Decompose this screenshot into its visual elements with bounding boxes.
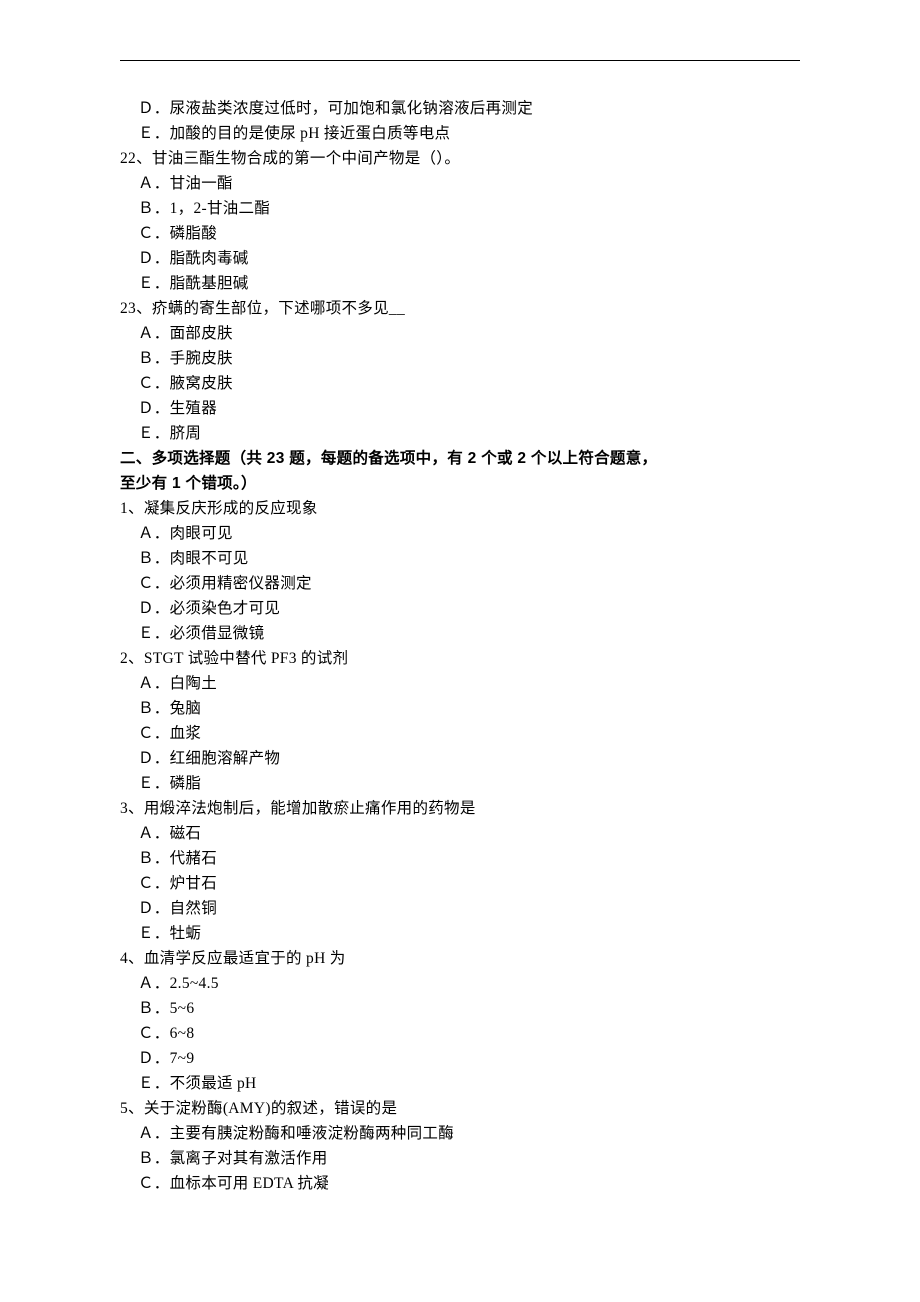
m3-option-d: Ｄ．自然铜 [120, 896, 800, 921]
m1-option-a: Ａ．肉眼可见 [120, 521, 800, 546]
m5-option-a: Ａ．主要有胰淀粉酶和唾液淀粉酶两种同工酶 [120, 1121, 800, 1146]
m2-option-c: Ｃ．血浆 [120, 721, 800, 746]
section2-heading-line2: 至少有 1 个错项。） [120, 471, 800, 496]
m5-option-b: Ｂ．氯离子对其有激活作用 [120, 1146, 800, 1171]
q21-option-e: Ｅ．加酸的目的是使尿 pH 接近蛋白质等电点 [120, 121, 800, 146]
m3-option-c: Ｃ．炉甘石 [120, 871, 800, 896]
section2-heading-line1: 二、多项选择题（共 23 题，每题的备选项中，有 2 个或 2 个以上符合题意， [120, 446, 800, 471]
q23-option-a: Ａ．面部皮肤 [120, 321, 800, 346]
m1-stem: 1、凝集反庆形成的反应现象 [120, 496, 800, 521]
m3-stem: 3、用煅淬法炮制后，能增加散瘀止痛作用的药物是 [120, 796, 800, 821]
m2-option-d: Ｄ．红细胞溶解产物 [120, 746, 800, 771]
header-divider [120, 60, 800, 61]
m4-option-a: Ａ．2.5~4.5 [120, 971, 800, 996]
q21-option-d: Ｄ．尿液盐类浓度过低时，可加饱和氯化钠溶液后再测定 [120, 96, 800, 121]
q22-option-d: Ｄ．脂酰肉毒碱 [120, 246, 800, 271]
m3-option-b: Ｂ．代赭石 [120, 846, 800, 871]
m1-option-d: Ｄ．必须染色才可见 [120, 596, 800, 621]
m2-stem: 2、STGT 试验中替代 PF3 的试剂 [120, 646, 800, 671]
q23-option-e: Ｅ．脐周 [120, 421, 800, 446]
q23-option-d: Ｄ．生殖器 [120, 396, 800, 421]
q22-option-c: Ｃ．磷脂酸 [120, 221, 800, 246]
q22-option-e: Ｅ．脂酰基胆碱 [120, 271, 800, 296]
m4-option-c: Ｃ．6~8 [120, 1021, 800, 1046]
q22-option-b: Ｂ．1，2-甘油二酯 [120, 196, 800, 221]
m4-option-d: Ｄ．7~9 [120, 1046, 800, 1071]
m2-option-a: Ａ．白陶土 [120, 671, 800, 696]
q23-option-c: Ｃ．腋窝皮肤 [120, 371, 800, 396]
document-page: Ｄ．尿液盐类浓度过低时，可加饱和氯化钠溶液后再测定 Ｅ．加酸的目的是使尿 pH … [0, 0, 920, 1236]
m4-option-b: Ｂ．5~6 [120, 996, 800, 1021]
q23-stem: 23、疥螨的寄生部位，下述哪项不多见__ [120, 296, 800, 321]
q22-option-a: Ａ．甘油一酯 [120, 171, 800, 196]
q23-option-b: Ｂ．手腕皮肤 [120, 346, 800, 371]
m1-option-c: Ｃ．必须用精密仪器测定 [120, 571, 800, 596]
m4-option-e: Ｅ．不须最适 pH [120, 1071, 800, 1096]
q22-stem: 22、甘油三酯生物合成的第一个中间产物是（）。 [120, 146, 800, 171]
m1-option-b: Ｂ．肉眼不可见 [120, 546, 800, 571]
m5-option-c: Ｃ．血标本可用 EDTA 抗凝 [120, 1171, 800, 1196]
m3-option-a: Ａ．磁石 [120, 821, 800, 846]
m2-option-e: Ｅ．磷脂 [120, 771, 800, 796]
m2-option-b: Ｂ．兔脑 [120, 696, 800, 721]
m1-option-e: Ｅ．必须借显微镜 [120, 621, 800, 646]
m4-stem: 4、血清学反应最适宜于的 pH 为 [120, 946, 800, 971]
m5-stem: 5、关于淀粉酶(AMY)的叙述，错误的是 [120, 1096, 800, 1121]
m3-option-e: Ｅ．牡蛎 [120, 921, 800, 946]
